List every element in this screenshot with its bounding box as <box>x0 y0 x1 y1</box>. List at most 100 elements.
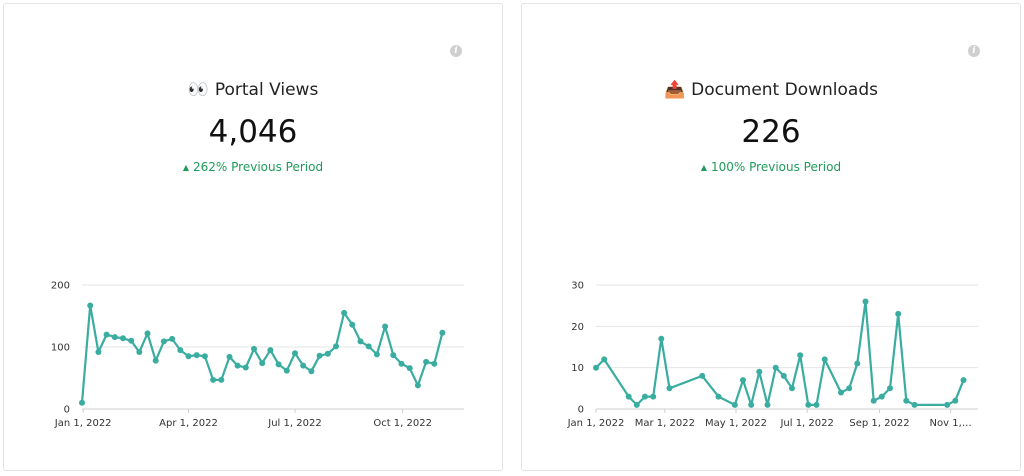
data-point[interactable] <box>821 356 828 363</box>
data-point[interactable] <box>731 401 738 408</box>
delta-badge: ▲ 100% Previous Period <box>522 160 1020 174</box>
data-point[interactable] <box>805 401 812 408</box>
data-point[interactable] <box>699 372 706 379</box>
document-downloads-card: i 📤 Document Downloads 226 ▲ 100% Previous… <box>521 3 1021 471</box>
data-point[interactable] <box>201 353 208 360</box>
data-point[interactable] <box>650 393 657 400</box>
data-point[interactable] <box>365 343 372 350</box>
delta-badge: ▲ 262% Previous Period <box>4 160 502 174</box>
delta-text: 262% Previous Period <box>193 160 324 174</box>
data-point[interactable] <box>275 361 282 368</box>
data-point[interactable] <box>193 352 200 359</box>
data-point[interactable] <box>715 393 722 400</box>
data-point[interactable] <box>324 350 331 357</box>
y-tick-label: 200 <box>51 281 70 292</box>
data-point[interactable] <box>185 353 192 360</box>
data-point[interactable] <box>756 368 763 375</box>
data-point[interactable] <box>666 385 673 392</box>
eyes-emoji-icon: 👀 <box>187 80 209 100</box>
data-point[interactable] <box>780 372 787 379</box>
data-point[interactable] <box>887 385 893 392</box>
y-tick-label: 30 <box>571 281 584 292</box>
data-point[interactable] <box>960 377 967 384</box>
data-point[interactable] <box>911 401 918 408</box>
x-tick-label: Apr 1, 2022 <box>159 418 218 429</box>
data-point[interactable] <box>862 298 869 305</box>
data-point[interactable] <box>764 401 771 408</box>
data-point[interactable] <box>251 345 257 352</box>
data-point[interactable] <box>144 330 151 337</box>
data-point[interactable] <box>854 360 861 367</box>
x-tick-label: Jan 1, 2022 <box>54 418 112 429</box>
y-tick-label: 10 <box>571 363 584 374</box>
info-icon[interactable]: i <box>968 45 980 57</box>
data-point[interactable] <box>111 334 118 341</box>
data-point[interactable] <box>813 401 820 408</box>
data-point[interactable] <box>797 352 804 359</box>
data-point[interactable] <box>633 401 640 408</box>
info-icon[interactable]: i <box>450 45 462 57</box>
data-point[interactable] <box>944 401 951 408</box>
data-point[interactable] <box>740 377 746 384</box>
data-point[interactable] <box>658 335 665 342</box>
data-point[interactable] <box>439 329 446 336</box>
data-point[interactable] <box>390 352 397 359</box>
data-point[interactable] <box>846 385 853 392</box>
x-tick-label: Oct 1, 2022 <box>373 418 432 429</box>
data-point[interactable] <box>333 343 339 350</box>
data-point[interactable] <box>398 360 405 367</box>
x-tick-label: May 1, 2022 <box>705 418 767 429</box>
data-point[interactable] <box>292 350 298 357</box>
data-point[interactable] <box>242 364 249 371</box>
data-point[interactable] <box>838 389 844 396</box>
x-tick-label: Jul 1, 2022 <box>267 418 321 429</box>
data-point[interactable] <box>414 382 421 389</box>
data-point[interactable] <box>895 310 902 317</box>
data-point[interactable] <box>234 362 241 369</box>
data-point[interactable] <box>903 397 910 404</box>
data-point[interactable] <box>283 367 290 374</box>
data-point[interactable] <box>601 356 608 363</box>
data-point[interactable] <box>870 397 877 404</box>
data-point[interactable] <box>772 364 779 371</box>
data-point[interactable] <box>341 309 348 316</box>
data-point[interactable] <box>128 337 135 344</box>
data-point[interactable] <box>642 393 648 400</box>
data-point[interactable] <box>431 360 438 367</box>
y-tick-label: 20 <box>571 322 584 333</box>
data-point[interactable] <box>267 347 274 354</box>
data-point[interactable] <box>308 368 315 375</box>
data-point[interactable] <box>259 360 266 367</box>
data-point[interactable] <box>748 401 755 408</box>
data-point[interactable] <box>625 393 632 400</box>
data-point[interactable] <box>878 393 885 400</box>
data-point[interactable] <box>136 349 143 355</box>
data-point[interactable] <box>160 338 167 345</box>
data-point[interactable] <box>218 376 225 383</box>
data-point[interactable] <box>357 338 364 345</box>
data-point[interactable] <box>406 365 413 372</box>
data-point[interactable] <box>226 353 233 360</box>
data-point[interactable] <box>210 376 217 383</box>
document-downloads-chart: 0 10 20 30 Jan 1, 2022 Mar 1, 2022 May 1, 2022… <box>567 281 978 429</box>
data-point[interactable] <box>382 323 389 330</box>
data-point[interactable] <box>300 362 307 369</box>
data-point[interactable] <box>373 351 380 358</box>
data-point[interactable] <box>177 347 184 354</box>
data-point[interactable] <box>789 385 795 392</box>
data-point[interactable] <box>593 364 599 371</box>
data-point[interactable] <box>952 397 959 404</box>
data-point[interactable] <box>316 352 323 359</box>
data-point[interactable] <box>79 399 85 406</box>
data-point[interactable] <box>120 335 126 342</box>
data-point[interactable] <box>103 331 110 338</box>
data-point[interactable] <box>87 302 94 309</box>
data-point[interactable] <box>152 357 159 364</box>
y-tick-label: 0 <box>578 405 584 416</box>
data-point[interactable] <box>169 335 176 342</box>
data-point[interactable] <box>349 321 356 328</box>
data-point[interactable] <box>95 349 102 355</box>
y-tick-label: 0 <box>64 405 70 416</box>
card-title: 📤 Document Downloads <box>522 80 1020 100</box>
data-point[interactable] <box>423 358 430 365</box>
